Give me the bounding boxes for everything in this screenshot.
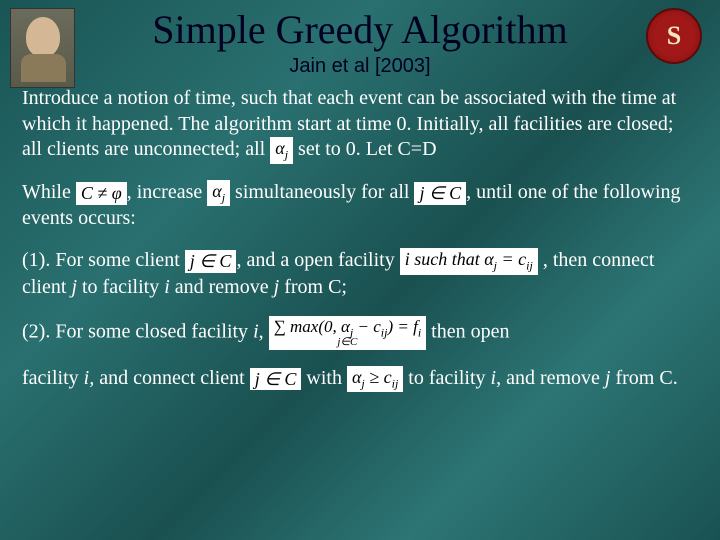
c2-h: , and remove [496, 367, 605, 389]
c2-c: then open [426, 320, 509, 342]
c2-e: and connect client [94, 367, 250, 389]
c1-d: to facility [77, 276, 164, 298]
eq-j-in-c: j ∈ C [414, 182, 466, 205]
eq-sub: ij [526, 259, 533, 273]
speaker-photo [10, 8, 75, 88]
eq-sub: i [418, 326, 421, 340]
while-c: simultaneously for all [235, 181, 414, 203]
eq-part: α [352, 367, 361, 387]
c2-i-tail: from C. [610, 367, 677, 389]
eq-sub: j [285, 148, 288, 162]
intro-paragraph: Introduce a notion of time, such that ea… [22, 86, 698, 164]
eq-j-in-c-2: j ∈ C [185, 250, 237, 273]
c2-a: (2). For some closed facility [22, 320, 253, 342]
condition-2a: (2). For some closed facility i, ∑ max(0… [22, 316, 698, 349]
eq-i-such-that: i such that αj = cij [400, 248, 538, 274]
c2-d: facility [22, 367, 84, 389]
stanford-logo-icon [646, 8, 702, 64]
while-a: While [22, 181, 76, 203]
while-paragraph: While C ≠ φ, increase αj simultaneously … [22, 180, 698, 232]
slide-title: Simple Greedy Algorithm [0, 0, 720, 53]
eq-sub: ij [392, 376, 399, 390]
eq-alpha-j: αj [270, 137, 293, 163]
while-b: , increase [127, 181, 208, 203]
eq-part: = c [497, 249, 526, 269]
c1-a: (1). For some client [22, 249, 185, 271]
c2-g: to facility [403, 367, 490, 389]
eq-aj-ge-cij: αj ≥ cij [347, 366, 403, 392]
condition-1: (1). For some client j ∈ C, and a open f… [22, 248, 698, 300]
c2-f: with [306, 367, 347, 389]
c1-e: and remove [170, 276, 274, 298]
eq-sub: j [222, 191, 225, 205]
c1-b: , and a open facility [236, 249, 399, 271]
c1-f: from C; [279, 276, 347, 298]
eq-c-ne-phi: C ≠ φ [76, 182, 127, 205]
eq-sum-range: j∈C [274, 337, 422, 348]
condition-2b: facility i, and connect client j ∈ C wit… [22, 366, 698, 393]
eq-part: i such that α [405, 249, 494, 269]
eq-sym: α [212, 181, 221, 201]
eq-part: − c [353, 317, 381, 336]
eq-part: ) = f [387, 317, 417, 336]
eq-j-in-c-3: j ∈ C [250, 368, 302, 391]
eq-part: ≥ c [365, 367, 392, 387]
c2-i2: i, [84, 367, 95, 389]
eq-sum: ∑ max(0, αj − cij) = fij∈C [269, 316, 427, 349]
citation-text: Jain et al [2003] [0, 55, 720, 78]
eq-part: ∑ max(0, α [274, 317, 350, 336]
c2-b: , [259, 320, 269, 342]
slide-body: Introduce a notion of time, such that ea… [0, 78, 720, 392]
eq-alpha-j-2: αj [207, 180, 230, 206]
intro-text-b: set to 0. Let C=D [298, 138, 437, 160]
eq-sym: α [275, 138, 284, 158]
